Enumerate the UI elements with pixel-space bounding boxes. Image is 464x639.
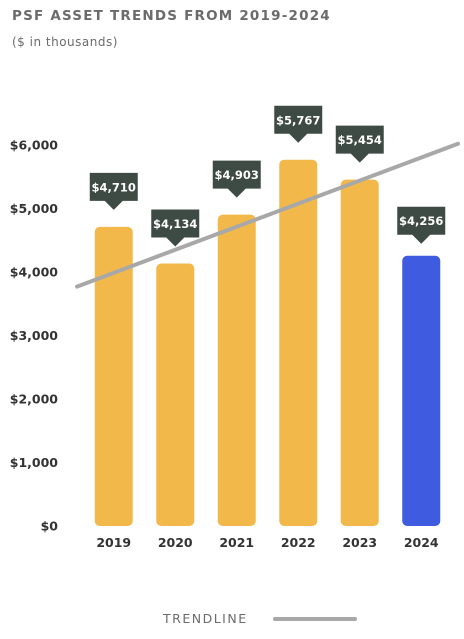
data-label-callout <box>397 206 446 244</box>
data-label-callout <box>335 125 384 163</box>
data-label: $4,710 <box>92 180 136 194</box>
x-tick-label: 2024 <box>404 535 439 550</box>
x-tick-label: 2021 <box>219 535 254 550</box>
data-label: $4,903 <box>215 168 259 182</box>
bar <box>279 159 318 526</box>
bar <box>217 214 256 527</box>
data-label-callout <box>274 105 323 143</box>
bar <box>156 263 195 526</box>
y-tick-label: $4,000 <box>10 265 59 280</box>
data-label-callout <box>151 209 200 247</box>
chart-title: PSF ASSET TRENDS FROM 2019-2024 <box>12 8 331 24</box>
data-label-callout <box>89 172 138 210</box>
y-tick-label: $5,000 <box>10 201 59 216</box>
x-tick-label: 2023 <box>342 535 377 550</box>
legend-trendline-label: TRENDLINE <box>163 611 248 626</box>
y-tick-label: $3,000 <box>10 328 59 343</box>
x-tick-label: 2019 <box>96 535 131 550</box>
y-tick-label: $2,000 <box>10 392 59 407</box>
y-tick-label: $6,000 <box>10 138 59 153</box>
chart-subtitle: ($ in thousands) <box>12 35 118 49</box>
bar <box>94 226 133 527</box>
x-tick-label: 2022 <box>281 535 316 550</box>
data-label: $5,454 <box>338 133 382 147</box>
data-label: $4,256 <box>399 214 443 228</box>
trendline <box>75 141 460 289</box>
bar-chart: $0 $1,000 $2,000 $3,000 $4,000 $5,000 $6,000 20… <box>10 105 460 550</box>
data-label-callout <box>212 160 261 198</box>
y-tick-label: $0 <box>41 519 59 534</box>
legend: TRENDLINE <box>163 611 357 626</box>
legend-trendline-swatch <box>272 616 357 621</box>
bar <box>340 179 379 526</box>
bar <box>402 255 441 526</box>
y-tick-label: $1,000 <box>10 455 59 470</box>
data-label: $5,767 <box>276 113 320 127</box>
x-tick-label: 2020 <box>158 535 193 550</box>
data-label: $4,134 <box>153 217 197 231</box>
